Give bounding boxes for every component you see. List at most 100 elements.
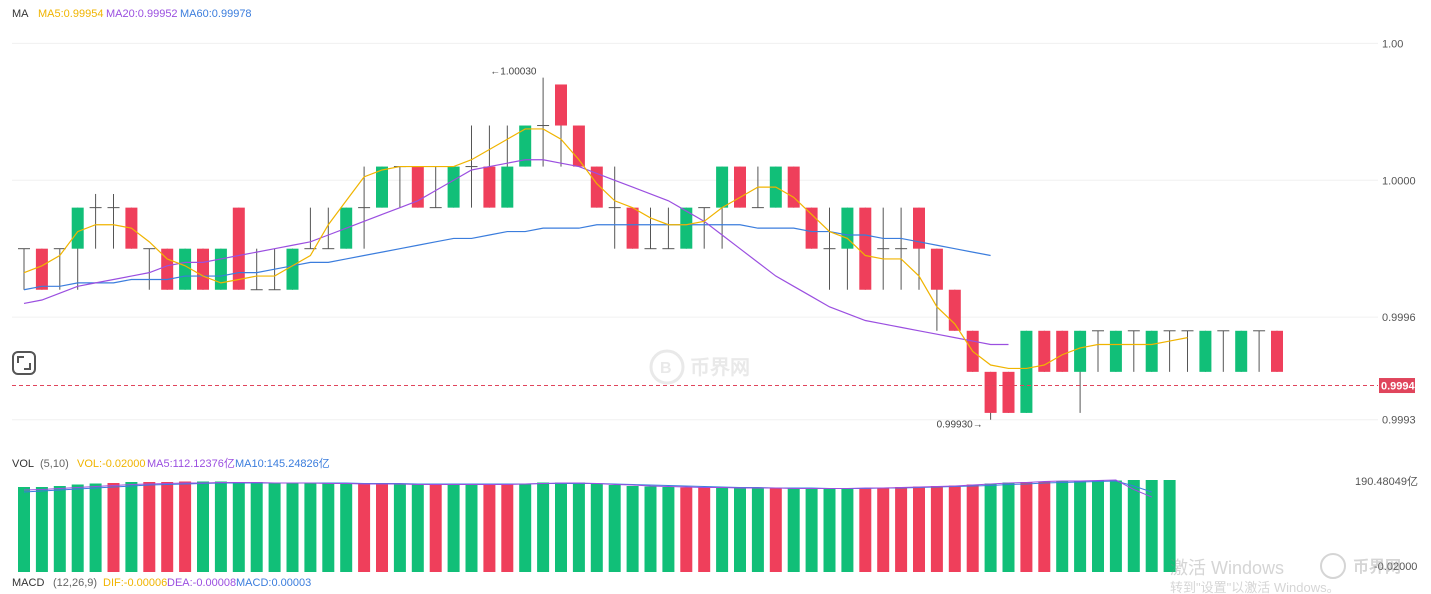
candle xyxy=(107,193,120,249)
volume-bar xyxy=(286,483,299,572)
volume-bar xyxy=(89,483,102,572)
candle xyxy=(35,248,48,290)
candle xyxy=(930,248,943,331)
candle-body xyxy=(1002,371,1015,413)
volume-bar xyxy=(644,486,657,572)
volume-bar xyxy=(555,482,567,572)
volume-bar xyxy=(465,484,478,572)
volume-bar xyxy=(250,482,263,572)
candle xyxy=(984,371,997,420)
candle-body xyxy=(859,207,872,290)
vol-header-params: (5,10) xyxy=(40,458,69,470)
volume-bar xyxy=(1020,482,1033,572)
candle-body xyxy=(841,207,854,249)
ma-lines xyxy=(23,128,1188,370)
candle xyxy=(376,166,388,208)
volume-bar xyxy=(447,484,460,572)
candle xyxy=(89,193,102,249)
volume-bar xyxy=(340,483,353,572)
last-price-label-bg xyxy=(1379,378,1415,394)
candle-body xyxy=(1056,330,1069,372)
volume-bar xyxy=(572,482,585,572)
vol-header-ma10: MA10:145.24826亿 xyxy=(235,457,330,470)
candle-body xyxy=(734,166,746,208)
volume-bar xyxy=(501,484,514,572)
volume-bar xyxy=(590,484,603,572)
candle xyxy=(1235,330,1248,372)
grid xyxy=(12,42,1378,421)
candle xyxy=(286,248,299,290)
candle xyxy=(143,248,156,290)
price-annotation: ←1.00030 xyxy=(490,67,537,78)
volume-bar xyxy=(1092,480,1104,572)
candle xyxy=(393,166,406,208)
activation-line-1: 激活 Windows xyxy=(1170,558,1284,578)
volume-bar xyxy=(841,488,854,572)
candlestick-series xyxy=(18,77,1283,420)
candle xyxy=(1074,330,1087,413)
candle xyxy=(1271,330,1283,372)
volume-bar xyxy=(966,484,979,572)
volume-bar xyxy=(859,488,872,572)
candle xyxy=(1181,330,1194,372)
candle xyxy=(626,207,639,249)
vol-header-label: VOL xyxy=(12,458,34,470)
candle-body xyxy=(214,248,227,290)
volume-bar xyxy=(232,482,245,572)
volume-bar xyxy=(805,488,818,572)
candle-body xyxy=(1109,330,1122,372)
volume-bar xyxy=(35,487,48,572)
candle xyxy=(555,84,567,167)
vol-header-ma5: MA5:112.12376亿 xyxy=(147,457,235,470)
candle-body xyxy=(232,207,245,290)
candle-body xyxy=(1074,330,1087,372)
volume-bar xyxy=(680,487,693,572)
volume-bar xyxy=(698,487,711,572)
volume-bar xyxy=(322,483,335,572)
candle-body xyxy=(590,166,603,208)
candle-body xyxy=(913,207,925,249)
main-header-ma5: MA5:0.99954 xyxy=(38,8,103,20)
candle xyxy=(1020,330,1033,413)
volume-bar xyxy=(537,482,550,572)
y-tick-label: 1.0000 xyxy=(1382,175,1416,187)
last-price-label-text: 0.9994 xyxy=(1381,381,1416,393)
watermark-logo-icon xyxy=(649,349,685,385)
macd-axis-label: -0.02000 xyxy=(1374,561,1417,573)
volume-bar xyxy=(1163,480,1176,572)
candle xyxy=(537,77,550,167)
volume-bar xyxy=(304,483,317,572)
volume-bar xyxy=(984,483,997,572)
candle-body xyxy=(1199,330,1212,372)
candle xyxy=(895,207,908,290)
candle xyxy=(1092,330,1104,372)
volume-bar xyxy=(358,484,371,572)
candle-body xyxy=(501,166,514,208)
candle xyxy=(1217,330,1230,372)
volume-bar xyxy=(483,484,496,572)
main-header-label: MA xyxy=(12,8,29,20)
watermark: B 币界网 xyxy=(649,349,750,385)
candle xyxy=(197,248,209,290)
volume-bar xyxy=(71,484,84,572)
candle-body xyxy=(483,166,496,208)
candle xyxy=(250,248,263,291)
volume-bar xyxy=(751,488,764,572)
candle xyxy=(734,166,746,208)
candle xyxy=(214,248,227,290)
fullscreen-icon[interactable] xyxy=(12,351,36,375)
candle-body xyxy=(930,248,943,290)
candle xyxy=(680,207,693,249)
candle-body xyxy=(197,248,209,290)
volume-ma-lines xyxy=(23,479,1152,498)
brand-watermark-text: 币界网 xyxy=(1353,558,1401,576)
main-header-ma20: MA20:0.99952 xyxy=(106,8,178,20)
candle xyxy=(322,207,335,250)
volume-bar xyxy=(393,484,406,572)
volume-bar xyxy=(107,483,120,572)
candle xyxy=(877,207,890,290)
volume-series xyxy=(18,480,1176,572)
candle xyxy=(447,166,460,208)
candle-body xyxy=(680,207,693,249)
